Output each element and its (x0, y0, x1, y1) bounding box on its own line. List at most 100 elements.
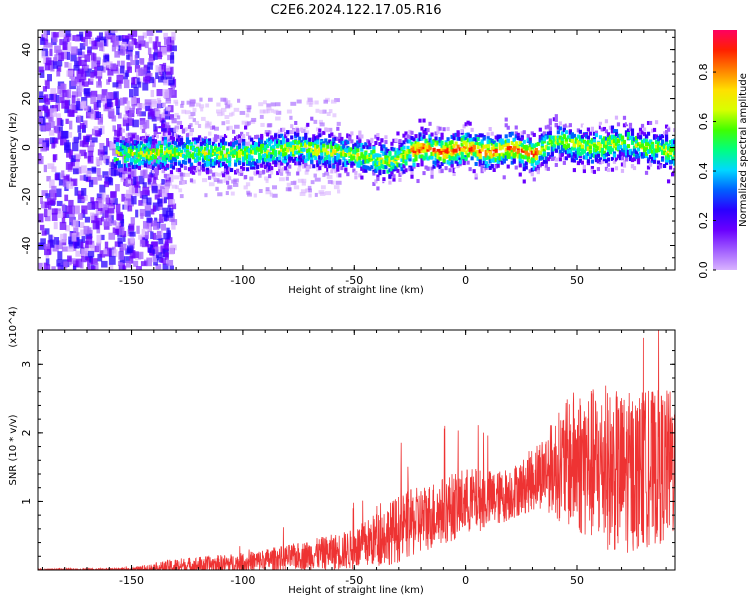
spectrogram-cell (310, 153, 314, 158)
spectrogram-cell (322, 161, 326, 166)
spectrogram-cell (318, 190, 325, 195)
spectrogram-cell (490, 138, 494, 143)
spectrogram-cell (201, 149, 206, 154)
spectrogram-cell (384, 165, 388, 170)
spectrogram-cell (141, 228, 146, 238)
spectrogram-cell (53, 138, 59, 144)
spectrogram-cell (181, 159, 186, 164)
spectrogram-cell (153, 155, 158, 160)
spectrogram-cell (53, 32, 60, 38)
spectrogram-cell (181, 109, 187, 114)
spectrogram-cell (326, 127, 333, 132)
spectrogram-cell (484, 144, 488, 149)
spectrogram-cell (71, 160, 75, 167)
spectrogram-cell (43, 262, 48, 270)
spectrogram-cell (199, 146, 204, 151)
spectrogram-cell (293, 185, 300, 190)
spectrogram-cell (157, 99, 162, 109)
spectrogram-cell (252, 148, 256, 153)
spectrogram-cell (51, 61, 59, 69)
spectrogram-cell (126, 62, 132, 70)
spectrogram-cell (177, 152, 182, 157)
spectrogram-cell (440, 161, 444, 166)
spectrogram-cell (208, 182, 215, 187)
spectrogram-cell (169, 159, 174, 164)
spectrogram-cell (278, 134, 282, 139)
spectrogram-cell (306, 153, 310, 158)
spectrogram-cell (90, 71, 95, 78)
spectrogram-cell (522, 130, 526, 135)
spectrogram-cell (312, 136, 316, 141)
spectrogram-cell (422, 149, 426, 154)
spectrogram-cell (231, 138, 236, 143)
spectrogram-cell (256, 146, 260, 151)
spectrogram-cell (263, 100, 267, 105)
spectrogram-cell (43, 57, 49, 64)
spectrogram-cell (444, 149, 448, 154)
spectrogram-cell (262, 169, 266, 174)
spectrogram-cell (60, 119, 64, 126)
spectrogram-cell (104, 241, 109, 251)
spectrogram-cell (332, 113, 337, 118)
spectrogram-cell (338, 159, 342, 164)
spectrogram-cell (298, 152, 302, 157)
spectrogram-cell (564, 137, 568, 142)
spectrogram-cell (518, 172, 522, 177)
spectrogram-cell (320, 185, 326, 190)
spectrogram-cell (127, 51, 133, 61)
spectrogram-cell (67, 42, 72, 52)
spectrogram-cell (648, 144, 653, 149)
spectrogram-cell (458, 147, 462, 152)
spectrogram-cell (394, 165, 398, 170)
spectrogram-cell (426, 156, 430, 161)
spectrogram-cell (159, 148, 164, 153)
spectrogram-cell (540, 155, 544, 160)
spectrogram-cell (57, 251, 63, 261)
spectrogram-cell (103, 55, 110, 63)
spectrogram-cell (186, 100, 191, 105)
spectrogram-cell (408, 139, 412, 144)
spectrogram-cell (250, 137, 254, 142)
spectrogram-cell (132, 251, 139, 258)
spectrogram-cell (219, 151, 224, 156)
spectrogram-cell (173, 150, 178, 155)
spectrogram-cell (136, 108, 142, 117)
spectrogram-cell (124, 137, 131, 146)
spectrogram-cell (214, 126, 219, 131)
spectrogram-cell (514, 125, 518, 130)
spectrogram-cell (534, 161, 538, 166)
spectrogram-cell (414, 134, 418, 139)
spectrogram-cell (84, 240, 89, 249)
spectrogram-cell (570, 146, 574, 151)
spectrogram-cell (205, 156, 210, 161)
spectrogram-cell (374, 179, 378, 184)
spectrogram-cell (213, 143, 218, 148)
spectrogram-cell (634, 143, 639, 148)
spectrogram-cell (474, 153, 478, 158)
spectrogram-cell (211, 161, 216, 166)
spectrogram-cell (590, 168, 595, 173)
spectrogram-cell (187, 158, 192, 163)
spectrogram-cell (203, 151, 208, 156)
spectrogram-cell (416, 179, 420, 184)
spectrogram-cell (219, 142, 224, 147)
spectrogram-cell (252, 150, 256, 155)
spectrogram-cell (330, 145, 334, 150)
spectrogram-cell (260, 155, 264, 160)
spectrogram-cell (79, 149, 86, 157)
spectrogram-cell (268, 157, 272, 162)
spectrogram-cell (169, 199, 176, 205)
spectrogram-cell (610, 139, 615, 144)
spectrogram-cell (302, 136, 306, 141)
spectrogram-cell (67, 177, 72, 183)
spectrogram-cell (205, 143, 210, 148)
spectrogram-cell (285, 187, 292, 192)
spectrogram-cell (151, 138, 156, 143)
spectrogram-cell (185, 133, 190, 138)
spectrogram-cell (238, 161, 242, 166)
spectrogram-cell (522, 144, 526, 149)
spectrogram-cell (169, 144, 174, 149)
spectrogram-cell (226, 100, 231, 105)
spectrogram-cell (530, 159, 534, 164)
spectrogram-cell (330, 141, 334, 146)
